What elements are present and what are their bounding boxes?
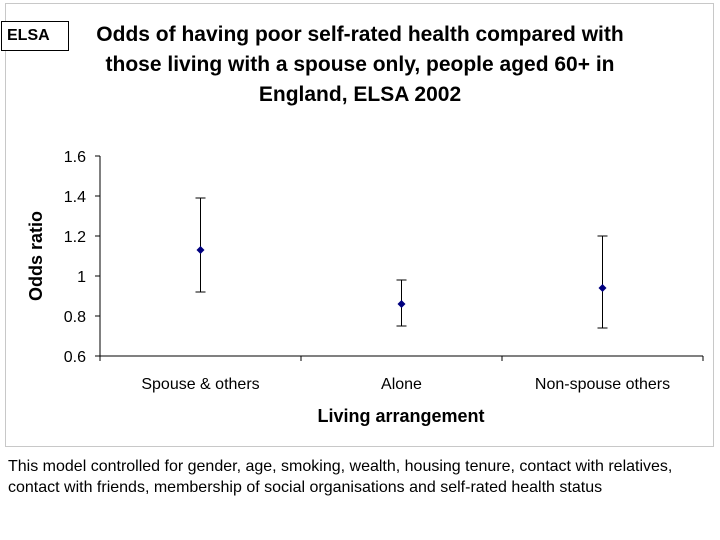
- y-tick-label: 0.8: [64, 309, 86, 326]
- data-point: [598, 284, 607, 292]
- footnote: This model controlled for gender, age, s…: [8, 458, 673, 496]
- x-tick-label: Spouse & others: [141, 376, 259, 393]
- x-tick-label: Alone: [381, 376, 422, 393]
- y-tick-label: 1.6: [64, 149, 86, 166]
- data-marks: [195, 197, 608, 329]
- y-tick-label: 0.6: [64, 349, 86, 366]
- x-axis-title: Living arrangement: [317, 406, 484, 426]
- data-point: [196, 246, 205, 254]
- y-tick-label: 1.4: [64, 189, 86, 206]
- chart-title: Odds of having poor self-rated health co…: [96, 23, 624, 106]
- chart-panel: [5, 3, 714, 447]
- y-tick-label: 1: [77, 269, 86, 286]
- y-axis-ticks: 0.6 0.8 1 1.2 1.4 1.6: [64, 149, 100, 366]
- data-point: [397, 300, 406, 308]
- y-tick-label: 1.2: [64, 229, 86, 246]
- source-badge: ELSA: [1, 21, 69, 51]
- x-tick-label: Non-spouse others: [535, 376, 670, 393]
- x-axis-ticks: Spouse & others Alone Non-spouse others: [99, 356, 704, 393]
- y-axis-title: Odds ratio: [26, 211, 46, 301]
